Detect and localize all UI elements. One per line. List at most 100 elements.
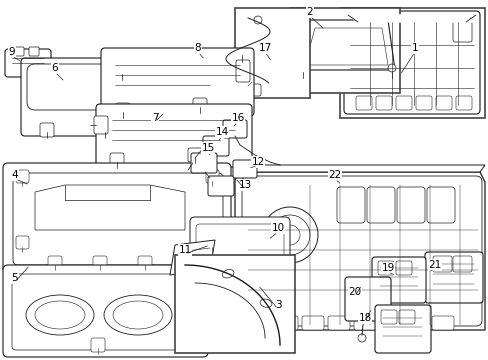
FancyBboxPatch shape <box>93 256 107 270</box>
Text: 8: 8 <box>194 43 201 53</box>
Circle shape <box>269 215 309 255</box>
FancyBboxPatch shape <box>207 176 234 196</box>
Text: 7: 7 <box>151 113 158 123</box>
FancyBboxPatch shape <box>398 310 414 324</box>
FancyBboxPatch shape <box>205 170 219 183</box>
Text: 5: 5 <box>12 273 18 283</box>
Text: 16: 16 <box>231 113 244 123</box>
FancyBboxPatch shape <box>190 217 289 282</box>
FancyBboxPatch shape <box>424 252 482 303</box>
Ellipse shape <box>260 299 271 307</box>
FancyBboxPatch shape <box>377 261 393 275</box>
FancyBboxPatch shape <box>455 96 471 110</box>
FancyBboxPatch shape <box>21 58 129 136</box>
Text: 18: 18 <box>358 313 371 323</box>
Text: 13: 13 <box>238 180 251 190</box>
FancyBboxPatch shape <box>27 64 123 110</box>
Polygon shape <box>305 28 387 65</box>
Circle shape <box>280 225 299 245</box>
Text: 2: 2 <box>306 7 313 17</box>
Text: 11: 11 <box>178 245 191 255</box>
FancyBboxPatch shape <box>138 256 152 270</box>
FancyBboxPatch shape <box>110 153 124 167</box>
Ellipse shape <box>26 295 94 335</box>
FancyBboxPatch shape <box>379 316 401 330</box>
Text: 9: 9 <box>9 47 15 57</box>
Text: 4: 4 <box>12 170 18 180</box>
FancyBboxPatch shape <box>191 153 217 173</box>
Circle shape <box>298 64 306 72</box>
FancyBboxPatch shape <box>431 316 453 330</box>
Circle shape <box>262 207 317 263</box>
Bar <box>175 255 294 353</box>
Polygon shape <box>35 185 184 230</box>
Polygon shape <box>297 20 394 70</box>
FancyBboxPatch shape <box>243 84 261 96</box>
FancyBboxPatch shape <box>374 305 430 353</box>
FancyBboxPatch shape <box>16 236 29 249</box>
FancyBboxPatch shape <box>3 163 230 273</box>
FancyBboxPatch shape <box>232 160 257 178</box>
FancyBboxPatch shape <box>187 148 202 162</box>
FancyBboxPatch shape <box>116 103 130 117</box>
Circle shape <box>357 334 365 342</box>
FancyBboxPatch shape <box>14 47 24 56</box>
Polygon shape <box>170 240 215 275</box>
FancyBboxPatch shape <box>396 187 424 223</box>
FancyBboxPatch shape <box>12 274 200 350</box>
FancyBboxPatch shape <box>236 60 249 82</box>
FancyBboxPatch shape <box>375 96 391 110</box>
Text: 3: 3 <box>274 300 281 310</box>
Bar <box>339 8 484 118</box>
FancyBboxPatch shape <box>275 316 297 330</box>
Ellipse shape <box>113 301 163 329</box>
Bar <box>289 8 399 93</box>
FancyBboxPatch shape <box>380 310 396 324</box>
Text: 20: 20 <box>348 287 361 297</box>
FancyBboxPatch shape <box>415 96 431 110</box>
FancyBboxPatch shape <box>13 173 223 265</box>
FancyBboxPatch shape <box>371 257 425 303</box>
FancyBboxPatch shape <box>426 187 454 223</box>
FancyBboxPatch shape <box>395 96 411 110</box>
Text: 22: 22 <box>328 170 341 180</box>
FancyBboxPatch shape <box>452 18 471 42</box>
FancyBboxPatch shape <box>40 123 54 137</box>
FancyBboxPatch shape <box>242 176 481 326</box>
Text: 21: 21 <box>427 260 441 270</box>
FancyBboxPatch shape <box>336 187 364 223</box>
Bar <box>235 8 309 98</box>
FancyBboxPatch shape <box>196 224 284 276</box>
FancyBboxPatch shape <box>405 316 427 330</box>
Text: 10: 10 <box>271 223 284 233</box>
FancyBboxPatch shape <box>205 236 219 249</box>
FancyBboxPatch shape <box>203 136 228 156</box>
FancyBboxPatch shape <box>223 120 246 138</box>
FancyBboxPatch shape <box>343 11 479 114</box>
Polygon shape <box>347 15 474 22</box>
FancyBboxPatch shape <box>249 316 271 330</box>
FancyBboxPatch shape <box>345 277 390 321</box>
Ellipse shape <box>35 301 85 329</box>
Text: 6: 6 <box>52 63 58 73</box>
Text: 15: 15 <box>201 143 214 153</box>
FancyBboxPatch shape <box>353 316 375 330</box>
FancyBboxPatch shape <box>16 170 29 183</box>
Text: 14: 14 <box>215 127 228 137</box>
FancyBboxPatch shape <box>91 338 105 352</box>
FancyBboxPatch shape <box>432 256 451 272</box>
FancyBboxPatch shape <box>302 316 324 330</box>
Ellipse shape <box>222 270 233 278</box>
FancyBboxPatch shape <box>366 187 394 223</box>
FancyBboxPatch shape <box>29 47 39 56</box>
FancyBboxPatch shape <box>94 116 108 134</box>
FancyBboxPatch shape <box>355 96 371 110</box>
FancyBboxPatch shape <box>3 265 207 357</box>
FancyBboxPatch shape <box>101 48 253 116</box>
Text: 17: 17 <box>258 43 271 53</box>
FancyBboxPatch shape <box>435 96 451 110</box>
FancyBboxPatch shape <box>193 98 206 112</box>
FancyBboxPatch shape <box>5 49 51 77</box>
FancyBboxPatch shape <box>327 316 349 330</box>
FancyBboxPatch shape <box>116 78 130 94</box>
